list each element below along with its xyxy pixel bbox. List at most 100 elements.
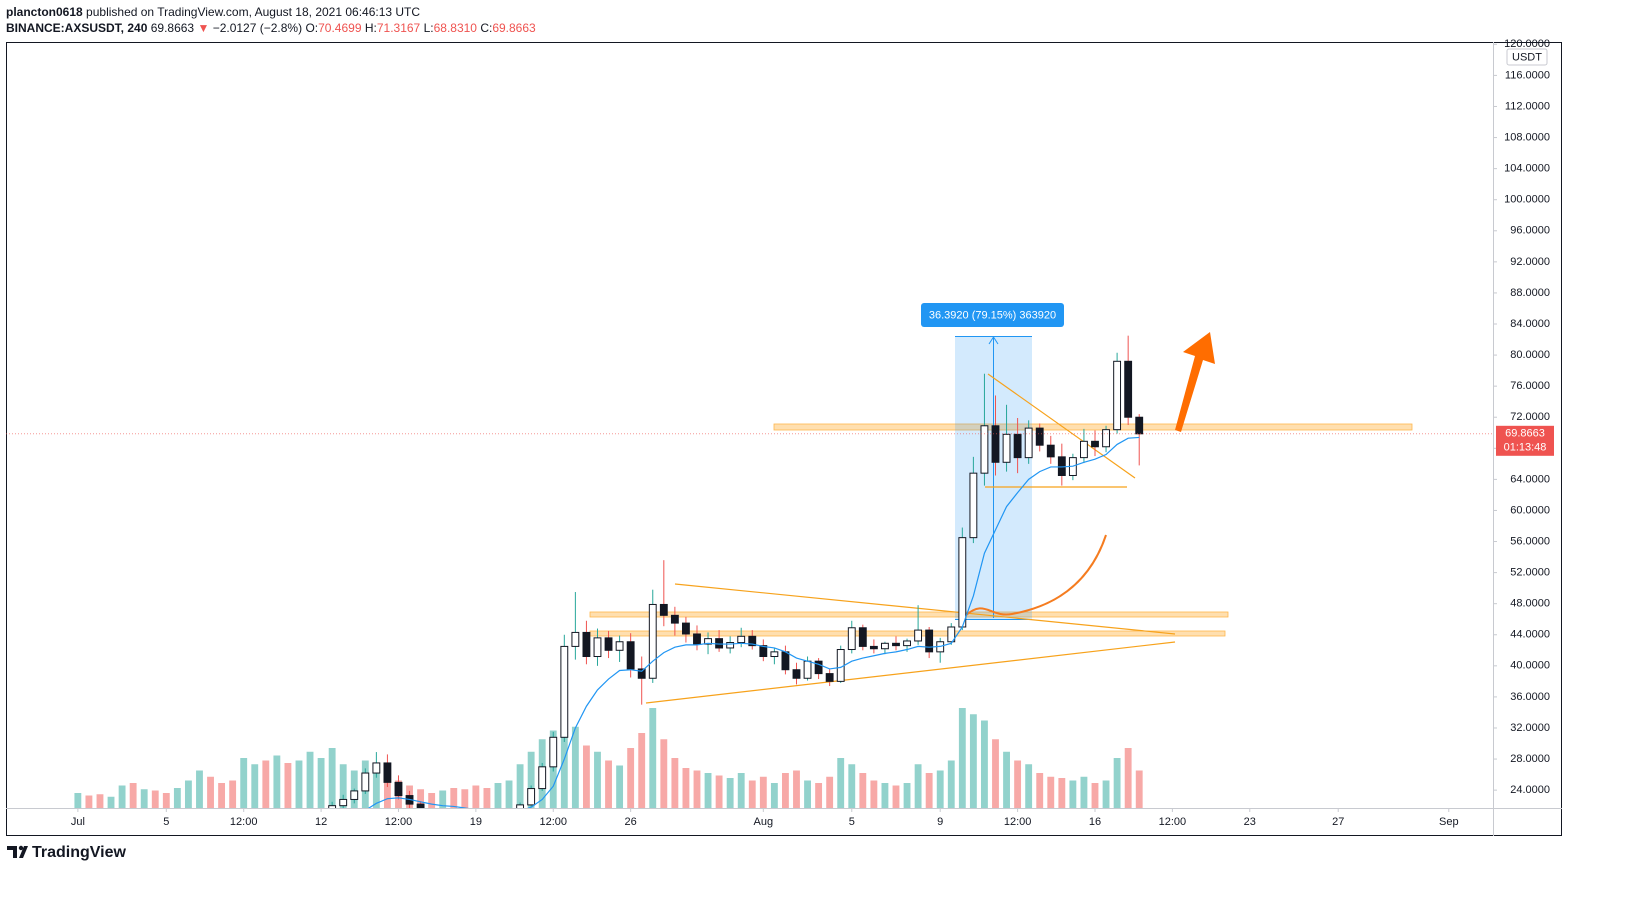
last-price-label: 69.8663: [1505, 428, 1545, 440]
volume-bar: [461, 789, 469, 808]
candle-body: [958, 537, 967, 628]
volume-bar: [494, 783, 502, 808]
volume-bar: [306, 751, 314, 808]
l-label: L:: [423, 21, 434, 35]
candle-body: [174, 841, 181, 843]
up-arrow: [1175, 332, 1215, 432]
candle-body: [1102, 429, 1110, 448]
candle-body: [693, 633, 701, 645]
candle-body: [825, 673, 834, 682]
y-tick-label: 104.0000: [1504, 163, 1550, 175]
candle-body: [593, 637, 602, 658]
o-label: O:: [305, 21, 319, 35]
candle-body: [792, 669, 801, 679]
volume-bar: [594, 751, 601, 808]
candle-body: [571, 631, 580, 647]
candle-body: [947, 626, 956, 643]
volume-bar: [339, 764, 347, 808]
volume-bar: [859, 773, 867, 808]
candle-body: [582, 631, 591, 658]
candle-body: [914, 629, 923, 642]
volume-bar: [262, 760, 270, 808]
y-tick-label: 100.0000: [1504, 194, 1550, 206]
volume-bar: [140, 789, 148, 808]
countdown: 01:13:48: [1504, 442, 1547, 454]
candle-body: [1124, 360, 1133, 418]
candle-body: [538, 766, 547, 790]
y-tick-label: 80.0000: [1510, 349, 1550, 361]
candle-body: [1046, 444, 1055, 458]
candle-body: [1080, 440, 1088, 459]
change-arrow: ▼: [197, 21, 210, 35]
candle-body: [273, 821, 280, 830]
volume-bar: [505, 780, 513, 808]
support-zone: [589, 611, 1229, 618]
x-tick-label: 12:00: [1004, 816, 1032, 828]
volume-bar: [1058, 778, 1066, 808]
volume-bar: [240, 758, 248, 808]
candle-body: [450, 813, 457, 815]
volume-bar: [129, 783, 137, 808]
volume-bar: [815, 783, 823, 808]
volume-bar: [981, 720, 988, 808]
candle-body: [284, 821, 291, 823]
volume-bar: [229, 780, 237, 808]
symbol: BINANCE:AXSUSDT, 240: [6, 21, 148, 35]
volume-bar: [726, 778, 734, 808]
trend-line: [674, 583, 1176, 635]
candle-body: [296, 819, 303, 823]
l-value: 68.8310: [433, 21, 477, 35]
volume-bar: [284, 763, 292, 808]
volume-bar: [328, 748, 336, 808]
volume-bar: [1113, 758, 1121, 808]
volume-bar: [383, 770, 391, 808]
candle-body: [549, 736, 558, 768]
candle-body: [881, 642, 889, 650]
x-tick-label: Sep: [1439, 816, 1459, 828]
volume-bar: [660, 739, 668, 808]
candle-body: [903, 640, 911, 647]
currency-box: [1506, 48, 1548, 66]
volume-bar: [992, 739, 999, 808]
candle-body: [372, 762, 381, 774]
candle-body: [163, 840, 170, 843]
candle-body: [1013, 433, 1022, 459]
candle-body: [604, 637, 613, 651]
y-tick-label: 36.0000: [1510, 691, 1550, 703]
volume-bar: [560, 720, 568, 808]
measure-arrowhead: [988, 336, 999, 345]
y-tick-label: 60.0000: [1510, 504, 1550, 516]
x-tick-label: 12:00: [385, 816, 413, 828]
volume-bar: [372, 764, 380, 808]
currency: USDT: [1512, 51, 1542, 63]
candle-body: [682, 622, 690, 635]
volume-bar: [96, 794, 104, 808]
volume-bar: [914, 764, 922, 808]
projection-curve: [964, 534, 1107, 617]
candle-body: [196, 827, 203, 834]
candle-body: [980, 425, 989, 474]
candle-body: [218, 831, 225, 833]
header: plancton0618 published on TradingView.co…: [6, 4, 536, 36]
x-tick-label: 26: [625, 816, 637, 828]
candle-body: [1002, 433, 1011, 463]
volume-bar: [649, 708, 657, 808]
candle-body: [152, 838, 159, 840]
candle-body: [704, 638, 712, 645]
volume-bar: [947, 760, 955, 808]
candle-body: [969, 472, 978, 539]
volume-bar: [605, 760, 612, 808]
publish-line: plancton0618 published on TradingView.co…: [6, 4, 536, 20]
candle-body: [637, 668, 646, 679]
last-price-box: [1496, 425, 1554, 456]
volume-bar: [516, 764, 524, 808]
candle-body: [130, 840, 137, 842]
candle-body: [350, 790, 359, 800]
candle-body: [670, 614, 679, 624]
change: −2.0127 (−2.8%): [212, 21, 303, 35]
candle-body: [428, 814, 435, 816]
chart-frame: [6, 42, 1562, 836]
candle-body: [737, 635, 746, 644]
volume-bar: [770, 783, 778, 808]
x-tick-label: 23: [1244, 816, 1256, 828]
